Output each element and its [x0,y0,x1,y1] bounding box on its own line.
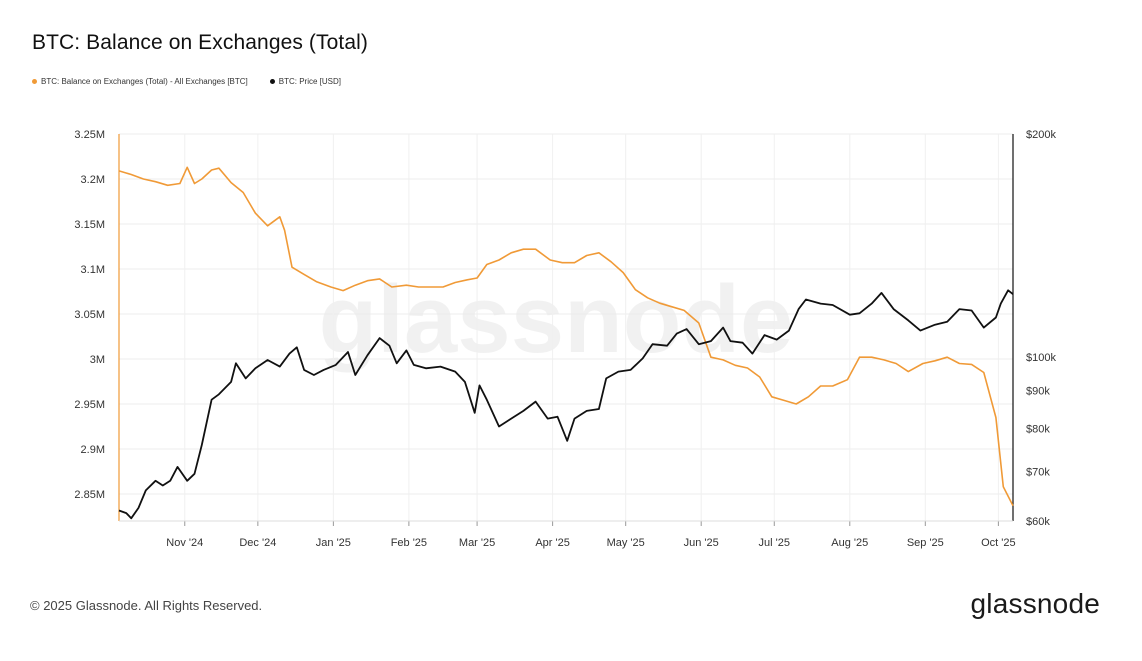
y-left-tick-label: 2.9M [81,444,105,456]
legend-dot-price [269,79,275,84]
x-tick-label: Dec '24 [239,537,276,549]
legend-label-balance: BTC: Balance on Exchanges (Total) - All … [41,77,248,86]
y-left-tick-label: 2.95M [74,399,105,411]
y-left-tick-label: 3.05M [74,309,105,321]
y-left-tick-label: 3.25M [74,129,105,141]
x-tick-label: Apr '25 [535,537,570,549]
x-tick-label: Mar '25 [459,537,495,549]
x-tick-label: Nov '24 [166,537,203,549]
y-right-tick-label: $90k [1026,386,1050,398]
y-left-tick-label: 3.1M [81,264,105,276]
x-tick-label: Feb '25 [391,537,427,549]
watermark-text: glassnode [319,266,794,373]
legend: BTC: Balance on Exchanges (Total) - All … [32,77,341,86]
x-tick-label: Oct '25 [981,537,1016,549]
y-left-tick-label: 3.2M [81,174,105,186]
series-price-line [118,289,1014,520]
brand-logo: glassnode [970,588,1100,619]
y-right-tick-label: $200k [1026,129,1056,141]
legend-item-balance[interactable]: BTC: Balance on Exchanges (Total) - All … [32,77,248,86]
y-right-tick-label: $70k [1026,466,1050,478]
copyright-text: © 2025 Glassnode. All Rights Reserved. [30,598,263,613]
y-left-tick-label: 3M [90,354,105,366]
x-tick-label: Sep '25 [907,537,944,549]
x-tick-label: Jun '25 [684,537,719,549]
y-right-tick-label: $100k [1026,352,1056,364]
y-right-tick-label: $60k [1026,516,1050,528]
y-left-tick-label: 3.15M [74,219,105,231]
legend-dot-balance [32,79,37,84]
chart-title: BTC: Balance on Exchanges (Total) [32,31,368,54]
x-tick-label: May '25 [607,537,645,549]
legend-label-price: BTC: Price [USD] [278,77,341,86]
y-left-tick-label: 2.85M [74,489,105,501]
legend-item-price[interactable]: BTC: Price [USD] [269,77,341,86]
y-right-tick-label: $80k [1026,424,1050,436]
x-tick-label: Aug '25 [831,537,868,549]
series-balance-line [118,166,1014,507]
x-tick-label: Jul '25 [759,537,790,549]
x-tick-label: Jan '25 [316,537,351,549]
